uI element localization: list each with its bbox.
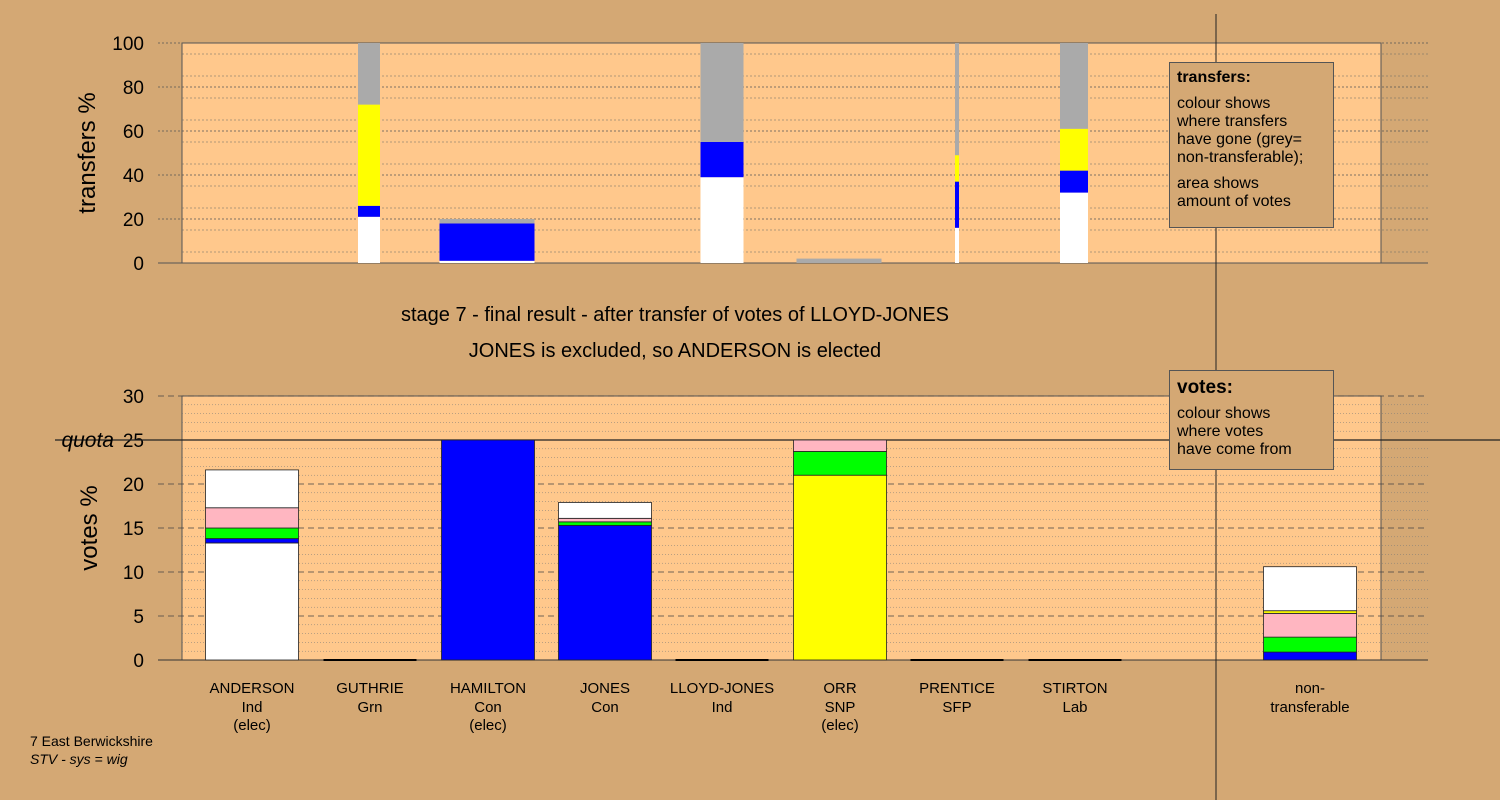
transfers-legend-line: where transfers <box>1177 113 1288 130</box>
vote-bar-segment <box>558 524 652 661</box>
stage-heading: stage 7 - final result - after transfer … <box>401 304 949 326</box>
vote-bar-segment <box>558 517 652 523</box>
transfer-bar-segment <box>439 223 535 261</box>
result-heading: JONES is excluded, so ANDERSON is electe… <box>468 340 882 362</box>
candidate-name: ORR <box>823 680 857 697</box>
candidate-party: Con <box>591 699 619 716</box>
transfers-legend-line: non-transferable); <box>1177 149 1304 166</box>
transfer-bar-segment <box>439 260 535 263</box>
candidate-name: ANDERSON <box>209 680 294 697</box>
votes-legend-line: where votes <box>1177 423 1264 440</box>
votes-tick-label: 15 <box>123 519 144 540</box>
transfers-legend: transfers: colour shows where transfers … <box>1169 62 1334 228</box>
votes-axis-label: votes % <box>76 485 103 570</box>
votes-tick-label: 20 <box>123 475 144 496</box>
vote-bar-segment <box>205 469 299 509</box>
transfers-tick-label: 100 <box>112 34 144 55</box>
candidate-status: (elec) <box>469 717 507 734</box>
votes-tick-label: 0 <box>133 651 144 672</box>
transfer-bar-segment <box>955 155 959 182</box>
vote-bar-segment <box>205 507 299 529</box>
transfers-tick-label: 80 <box>123 78 144 99</box>
vote-bar-segment <box>558 502 652 519</box>
transfer-bar-segment <box>955 43 959 156</box>
vote-bar-segment <box>205 527 299 539</box>
vote-bar-segment <box>1263 566 1357 612</box>
transfer-bar-segment <box>439 219 535 224</box>
vote-bar-segment <box>558 521 652 526</box>
vote-bar-segment <box>793 474 887 661</box>
transfers-axis-label: transfers % <box>74 92 101 213</box>
vote-bar-segment <box>441 439 535 661</box>
votes-legend-title: votes: <box>1177 377 1233 398</box>
system-caption: STV - sys = wig <box>30 751 128 767</box>
candidate-name: JONES <box>580 680 630 697</box>
candidate-name: non- <box>1295 680 1325 697</box>
ward-caption: 7 East Berwickshire <box>30 733 153 749</box>
transfer-bar-segment <box>700 177 744 263</box>
transfer-bar-segment <box>955 181 959 228</box>
vote-bar-segment <box>1263 636 1357 653</box>
transfer-bar-segment <box>1060 192 1088 263</box>
votes-tick-label: 25 <box>123 431 144 452</box>
votes-tick-label: 30 <box>123 387 144 408</box>
candidate-party: Con <box>474 699 502 716</box>
transfer-bar-segment <box>796 258 882 263</box>
transfer-bar-segment <box>700 142 744 178</box>
transfer-bar-segment <box>1060 128 1088 171</box>
candidate-party: Ind <box>242 699 263 716</box>
candidate-party: SNP <box>825 699 856 716</box>
transfer-bar-segment <box>358 104 380 206</box>
transfer-bar-segment <box>358 216 380 263</box>
transfer-bar-segment <box>358 43 380 105</box>
transfers-tick-label: 0 <box>133 254 144 275</box>
vote-bar-segment <box>1263 612 1357 638</box>
candidate-party: SFP <box>942 699 971 716</box>
candidate-status: (elec) <box>233 717 271 734</box>
candidate-name: GUTHRIE <box>336 680 404 697</box>
transfers-legend-line: colour shows <box>1177 95 1271 112</box>
transfer-bar-segment <box>955 227 959 263</box>
candidate-party: Lab <box>1062 699 1087 716</box>
vote-bar-segment <box>1263 651 1357 661</box>
votes-tick-label: 5 <box>133 607 144 628</box>
transfers-tick-label: 20 <box>123 210 144 231</box>
vote-bar-segment <box>205 542 299 661</box>
candidate-party: Grn <box>357 699 382 716</box>
transfers-legend-line: amount of votes <box>1177 193 1291 210</box>
transfer-bar-segment <box>358 205 380 217</box>
vote-bar-segment <box>205 538 299 544</box>
transfer-bar-segment <box>700 43 744 142</box>
votes-legend: votes: colour shows where votes have com… <box>1169 370 1334 470</box>
candidate-name: LLOYD-JONES <box>670 680 774 697</box>
transfer-bar-segment <box>1060 170 1088 193</box>
transfers-legend-line: area shows <box>1177 175 1259 192</box>
transfers-legend-title: transfers: <box>1177 69 1251 86</box>
candidate-party: Ind <box>712 699 733 716</box>
quota-label: quota <box>61 429 114 452</box>
candidate-name: HAMILTON <box>450 680 526 697</box>
votes-legend-line: colour shows <box>1177 405 1271 422</box>
vote-bar-segment <box>793 439 887 452</box>
candidate-name: STIRTON <box>1042 680 1107 697</box>
transfers-legend-line: have gone (grey= <box>1177 131 1302 148</box>
candidate-status: (elec) <box>821 717 859 734</box>
transfer-bar-segment <box>1060 43 1088 129</box>
transfers-tick-label: 60 <box>123 122 144 143</box>
transfers-tick-label: 40 <box>123 166 144 187</box>
votes-legend-line: have come from <box>1177 441 1292 458</box>
candidate-name: PRENTICE <box>919 680 995 697</box>
votes-tick-label: 10 <box>123 563 144 584</box>
candidate-party: transferable <box>1270 699 1349 716</box>
vote-bar-segment <box>793 451 887 476</box>
